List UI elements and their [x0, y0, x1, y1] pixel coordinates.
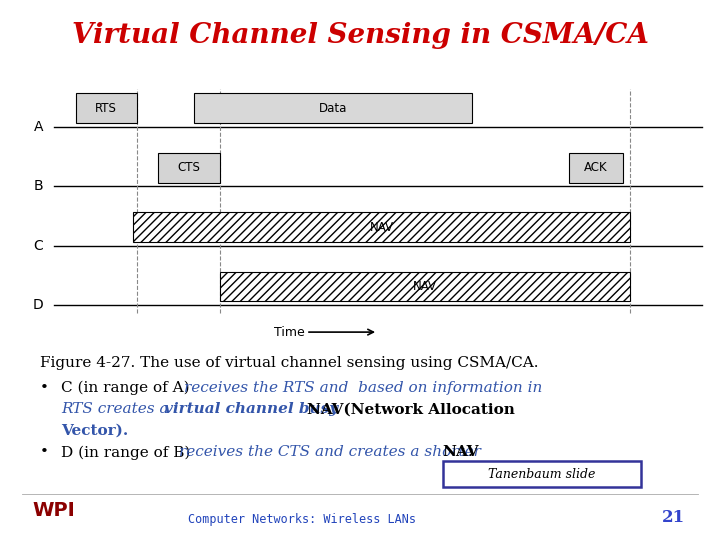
FancyBboxPatch shape — [133, 212, 630, 242]
FancyBboxPatch shape — [76, 93, 137, 123]
Text: receives the RTS and  based on information in: receives the RTS and based on informatio… — [184, 381, 542, 395]
Text: 21: 21 — [662, 510, 685, 526]
Text: •: • — [40, 446, 48, 460]
Text: CTS: CTS — [178, 161, 200, 174]
Text: NAV: NAV — [413, 280, 437, 293]
Text: receives the CTS and creates a shorter: receives the CTS and creates a shorter — [179, 446, 485, 460]
Text: WPI: WPI — [32, 501, 75, 520]
Text: virtual channel busy: virtual channel busy — [164, 402, 343, 416]
Text: B: B — [34, 179, 43, 193]
Text: NAV(Network Allocation: NAV(Network Allocation — [307, 402, 515, 416]
Text: Data: Data — [319, 102, 347, 115]
Text: RTS: RTS — [95, 102, 117, 115]
Text: NAV: NAV — [442, 446, 479, 460]
Text: .: . — [468, 446, 473, 460]
Text: A: A — [34, 120, 43, 134]
FancyBboxPatch shape — [443, 461, 641, 487]
FancyBboxPatch shape — [569, 153, 623, 183]
Text: NAV: NAV — [369, 220, 394, 234]
FancyBboxPatch shape — [194, 93, 472, 123]
FancyBboxPatch shape — [158, 153, 220, 183]
Text: Time: Time — [274, 326, 305, 339]
FancyBboxPatch shape — [220, 272, 630, 301]
Text: ACK: ACK — [584, 161, 608, 174]
Text: Vector).: Vector). — [61, 424, 128, 438]
Text: D: D — [32, 298, 43, 312]
Text: Virtual Channel Sensing in CSMA/CA: Virtual Channel Sensing in CSMA/CA — [71, 22, 649, 49]
Text: C: C — [33, 239, 43, 253]
Text: D (in range of B): D (in range of B) — [61, 446, 195, 460]
Text: RTS creates a: RTS creates a — [61, 402, 174, 416]
Text: Computer Networks: Wireless LANs: Computer Networks: Wireless LANs — [189, 514, 416, 526]
Text: •: • — [40, 381, 48, 395]
Text: Tanenbaum slide: Tanenbaum slide — [488, 468, 595, 481]
Text: Figure 4-27. The use of virtual channel sensing using CSMA/CA.: Figure 4-27. The use of virtual channel … — [40, 356, 538, 370]
Text: C (in range of A): C (in range of A) — [61, 381, 194, 395]
